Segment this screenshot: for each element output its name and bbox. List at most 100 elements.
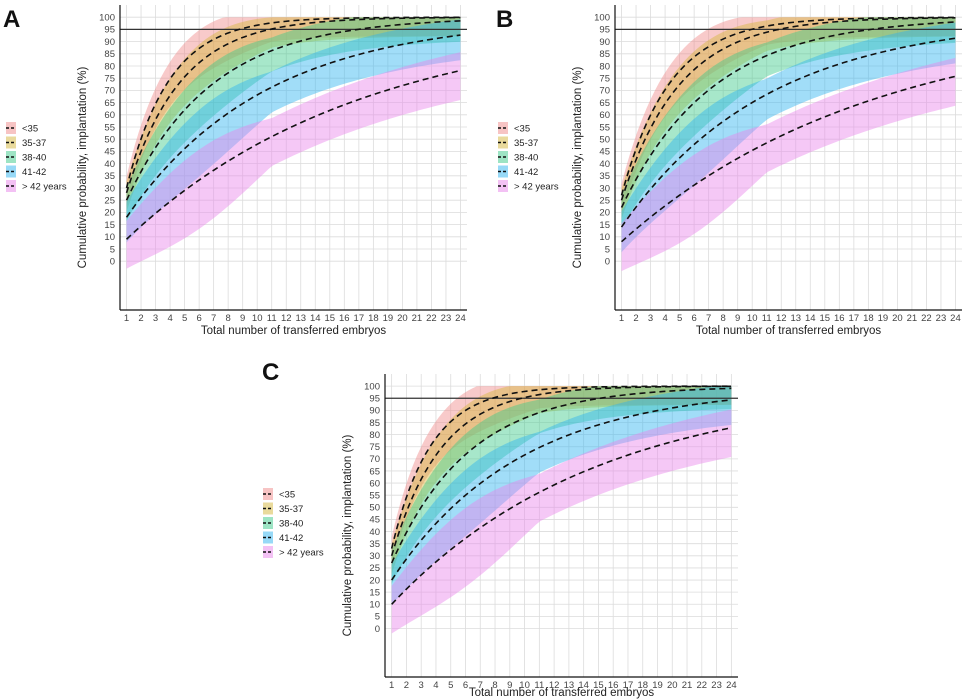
x-tick-label: 10 [747,313,758,324]
y-tick-label: 45 [369,515,380,526]
x-tick-label: 10 [519,680,530,691]
legend-label: 38-40 [279,519,303,530]
y-tick-label: 15 [104,220,115,231]
legend-label: 35-37 [22,138,46,149]
series-line-1 [620,16,956,196]
y-tick-label: 75 [369,442,380,453]
legend-label: 38-40 [514,153,538,164]
confidence-band-1 [621,17,956,215]
y-tick-label: 60 [104,110,115,121]
y-tick-label: 45 [599,147,610,158]
x-tick-label: 22 [697,680,708,691]
series-line-3 [620,21,956,208]
x-tick-label: 5 [677,313,682,324]
x-tick-label: 5 [182,313,187,324]
y-tick-label: 55 [599,122,610,133]
x-tick-label: 1 [619,313,624,324]
y-tick-label: 70 [599,86,610,97]
y-tick-label: 80 [369,430,380,441]
x-tick-label: 13 [564,680,575,691]
series-line-3 [125,20,461,201]
x-tick-label: 6 [196,313,201,324]
y-tick-label: 35 [104,171,115,182]
y-axis-title: Cumulative probability, implantation (%) [342,434,354,636]
y-axis-title: Cumulative probability, implantation (%) [572,66,584,268]
series-line-4 [620,37,956,228]
x-tick-label: 20 [667,680,678,691]
x-tick-label: 22 [426,313,437,324]
x-tick-label: 14 [578,680,589,691]
x-tick-label: 11 [762,313,772,324]
x-tick-label: 3 [419,680,424,691]
x-tick-label: 13 [295,313,306,324]
x-tick-label: 23 [711,680,722,691]
y-tick-label: 0 [375,624,380,635]
series-line-1 [390,385,732,549]
confidence-band-4 [391,386,732,606]
legend-label: 35-37 [279,504,303,515]
x-tick-label: 17 [623,680,634,691]
confidence-band-3 [391,386,732,584]
series-line-4 [390,399,732,581]
series-line-5 [125,69,461,240]
y-tick-label: 90 [104,37,115,48]
x-axis-title: Total number of transferred embryos [696,325,882,337]
y-tick-label: 60 [599,110,610,121]
legend-label: > 42 years [279,548,324,559]
legend-label: <35 [22,124,38,135]
y-tick-label: 40 [104,159,115,170]
legend-label: > 42 years [22,182,67,193]
y-tick-label: 95 [369,394,380,405]
legend: <35 35-37 38-40 41-42 > 42 years [263,488,324,559]
x-tick-label: 3 [153,313,158,324]
y-tick-label: 50 [104,135,115,146]
x-tick-label: 14 [805,313,816,324]
legend-label: > 42 years [514,182,559,193]
y-tick-label: 5 [375,612,380,623]
x-tick-label: 18 [863,313,874,324]
y-tick-label: 100 [594,13,610,24]
y-tick-label: 35 [599,171,610,182]
x-tick-label: 7 [478,680,483,691]
series-line-3 [390,387,732,564]
confidence-band-2 [391,386,732,575]
legend-label: 35-37 [514,138,538,149]
x-tick-label: 16 [339,313,350,324]
y-tick-label: 95 [599,25,610,36]
panel-label-b: B [496,6,513,33]
x-tick-label: 9 [735,313,740,324]
x-tick-label: 23 [936,313,947,324]
x-tick-label: 4 [433,680,438,691]
series-line-2 [620,16,956,201]
x-tick-label: 19 [652,680,663,691]
x-tick-label: 8 [721,313,726,324]
y-axis-title: Cumulative probability, implantation (%) [77,66,89,268]
x-tick-label: 13 [790,313,801,324]
series-line-2 [125,16,461,194]
legend: <35 35-37 38-40 41-42 > 42 years [498,122,559,193]
x-tick-label: 2 [404,680,409,691]
confidence-band-1 [126,17,461,207]
y-tick-label: 20 [599,208,610,219]
legend-label: 38-40 [22,153,46,164]
series-line-5 [391,426,732,605]
x-tick-label: 9 [240,313,245,324]
y-tick-label: 25 [104,196,115,207]
y-tick-label: 85 [369,418,380,429]
y-tick-label: 10 [104,232,115,243]
confidence-band-2 [126,17,461,212]
chart-panel-b: B051015202530354045505560657075808590951… [496,5,962,337]
y-tick-label: 100 [99,13,115,24]
x-tick-label: 16 [834,313,845,324]
y-tick-label: 30 [104,183,115,194]
y-tick-label: 65 [599,98,610,109]
x-tick-label: 7 [211,313,216,324]
x-tick-label: 16 [608,680,619,691]
y-tick-label: 25 [599,196,610,207]
confidence-band-5 [126,52,461,269]
x-axis-title: Total number of transferred embryos [201,325,387,337]
x-tick-label: 18 [637,680,648,691]
y-tick-label: 20 [369,575,380,586]
y-tick-label: 40 [369,527,380,538]
gridlines [615,5,962,310]
